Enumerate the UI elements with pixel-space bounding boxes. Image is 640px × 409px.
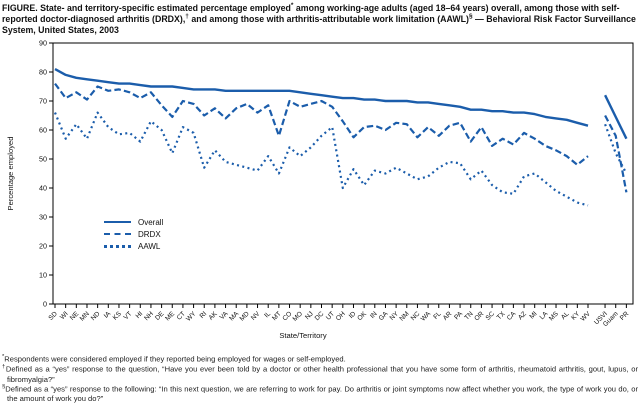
x-tick-label: OR <box>473 310 485 322</box>
x-tick-label: OH <box>335 310 347 322</box>
x-tick-label: ID <box>348 310 358 320</box>
x-tick-label: PA <box>453 310 464 321</box>
x-tick-label: GA <box>378 310 390 322</box>
legend-label-drdx: DRDX <box>138 229 161 239</box>
series-drdx <box>54 82 589 166</box>
x-tick-label: NC <box>410 310 422 322</box>
x-tick-label: DC <box>314 310 326 322</box>
x-tick-label: VT <box>123 310 134 321</box>
x-tick-label: DE <box>154 310 166 322</box>
legend-item-overall: Overall <box>104 218 163 227</box>
x-tick-label: LA <box>539 310 550 321</box>
x-tick-label: CT <box>176 310 187 321</box>
x-tick-label: AZ <box>517 310 528 321</box>
footnote: §Defined as a “yes” response to the foll… <box>2 384 638 404</box>
title-text: among working-age adults (aged 18–64 yea… <box>2 3 620 24</box>
x-tick-label: KS <box>112 310 124 322</box>
x-tick-label: OK <box>356 310 368 322</box>
x-tick-label: RI <box>199 310 209 320</box>
x-tick-label: AR <box>442 310 454 322</box>
footnote-marker: † <box>2 364 6 371</box>
title-superscript: * <box>290 2 294 10</box>
x-tick-label: NV <box>250 310 262 322</box>
legend-label-aawl: AAWL <box>138 241 161 251</box>
footnote-text: Respondents were considered employed if … <box>4 354 346 364</box>
y-tick-label: 40 <box>39 184 47 193</box>
x-tick-label: WY <box>185 310 198 323</box>
x-tick-label: NY <box>389 310 401 322</box>
footnote-text: Defined as a “yes” response to the follo… <box>5 384 638 404</box>
footnote: †Defined as a “yes” response to the ques… <box>2 364 638 384</box>
y-tick-label: 80 <box>39 68 47 77</box>
title-text: and among those with arthritis-attributa… <box>188 13 469 24</box>
series-drdx <box>604 114 628 193</box>
x-tick-label: TX <box>496 310 507 321</box>
y-tick-label: 50 <box>39 155 47 164</box>
footnote: *Respondents were considered employed if… <box>2 354 638 364</box>
x-axis-title: State/Territory <box>279 331 326 340</box>
footnote-text: Defined as a “yes” response to the quest… <box>5 364 638 384</box>
x-tick-label: SD <box>47 310 59 322</box>
y-tick-label: 90 <box>39 39 47 48</box>
title-superscript: § <box>468 13 473 21</box>
x-tick-label: CO <box>281 310 293 322</box>
footnote-marker: * <box>2 354 5 360</box>
title-superscript: † <box>185 13 189 21</box>
legend-item-drdx: DRDX <box>104 230 163 239</box>
x-tick-label: AL <box>560 310 571 321</box>
legend-line-dashed <box>104 233 131 236</box>
series-overall <box>604 94 628 140</box>
y-tick-label: 10 <box>39 271 47 280</box>
series-aawl <box>53 111 589 207</box>
y-tick-label: 0 <box>43 300 47 309</box>
x-tick-label: WA <box>420 310 433 323</box>
legend-line-solid <box>104 221 131 224</box>
legend-item-aawl: AAWL <box>104 242 163 251</box>
x-tick-label: HI <box>135 310 145 320</box>
plot-border <box>52 42 634 305</box>
x-tick-label: IL <box>263 310 272 319</box>
title-text: — Behavioral Risk Factor Surveillance Sy… <box>2 13 636 35</box>
x-tick-label: VA <box>219 310 230 321</box>
x-tick-label: WV <box>579 310 592 323</box>
x-tick-label: MI <box>528 310 538 320</box>
legend-label-overall: Overall <box>138 217 164 227</box>
x-tick-label: NJ <box>304 310 315 321</box>
x-tick-label: TN <box>463 310 474 321</box>
y-tick-label: 20 <box>39 242 47 251</box>
x-tick-label: CA <box>506 310 518 322</box>
y-tick-label: 70 <box>39 97 47 106</box>
x-tick-label: MO <box>292 310 304 322</box>
x-tick-label: NH <box>143 310 155 322</box>
footnote-marker: § <box>2 384 6 391</box>
x-tick-label: UT <box>325 310 336 321</box>
x-tick-label: FL <box>432 310 443 321</box>
x-tick-label: IA <box>103 310 113 320</box>
chart-legend: Overall DRDX AAWL <box>104 218 163 251</box>
y-axis-title: Percentage employed <box>6 137 15 211</box>
x-tick-label: NM <box>398 310 410 322</box>
figure-title: FIGURE. State- and territory-specific es… <box>0 0 636 36</box>
title-text: FIGURE. State- and territory-specific es… <box>2 3 291 13</box>
y-tick-label: 60 <box>39 126 47 135</box>
x-tick-label: PR <box>619 310 631 322</box>
x-tick-label: ND <box>90 310 102 322</box>
x-tick-label: MT <box>271 310 283 322</box>
x-tick-label: MS <box>548 310 560 322</box>
x-tick-label: AK <box>208 310 220 322</box>
x-tick-label: NE <box>69 310 81 322</box>
x-tick-label: SC <box>485 310 497 322</box>
y-tick-label: 30 <box>39 213 47 222</box>
x-tick-label: KY <box>570 310 582 322</box>
chart-area: 0 10 20 30 40 50 60 70 80 90 SD WI NE MN ND IA KS VT HI NH D… <box>0 38 640 346</box>
series-overall <box>54 67 589 127</box>
x-tick-label: WI <box>59 310 70 321</box>
legend-line-dotted <box>104 244 131 248</box>
x-tick-label: IN <box>369 310 379 320</box>
figure-footnotes: *Respondents were considered employed if… <box>2 354 638 404</box>
